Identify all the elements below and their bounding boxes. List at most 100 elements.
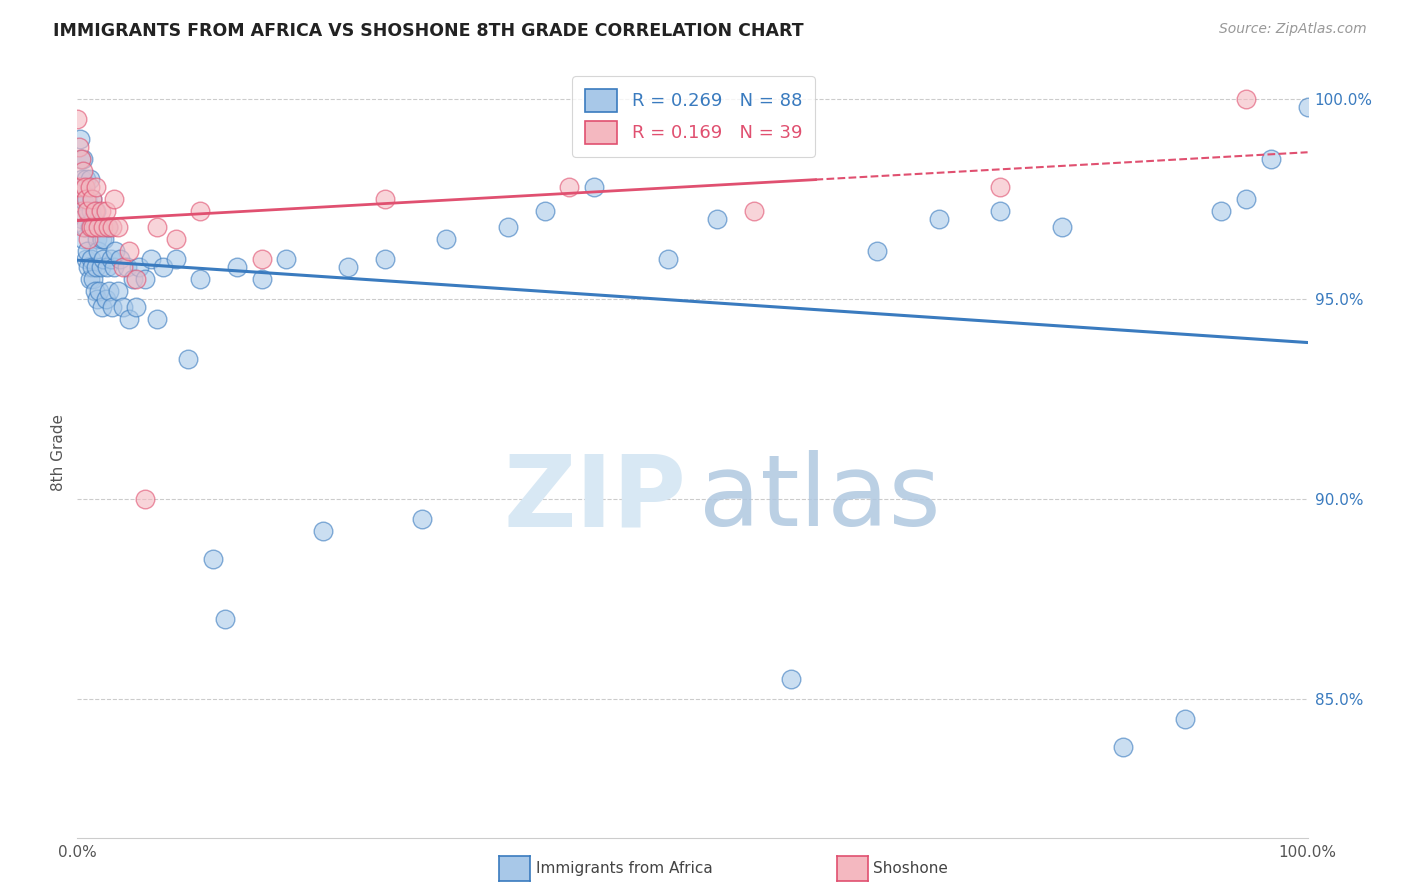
Point [583, 179, 606, 194]
Point [79, 179, 101, 194]
Point [70, 171, 93, 186]
Point [72, 192, 94, 206]
Point [104, 244, 127, 258]
Point [988, 203, 1011, 218]
Point [128, 260, 150, 274]
Point [77, 260, 100, 274]
Point [742, 203, 765, 218]
Point [1211, 203, 1233, 218]
Point [125, 300, 148, 314]
Point [103, 192, 125, 206]
Point [496, 219, 519, 234]
Point [89, 219, 111, 234]
Point [86, 292, 108, 306]
Point [84, 203, 107, 218]
Point [188, 203, 212, 218]
Point [90, 260, 112, 274]
Point [87, 219, 110, 234]
Point [77, 232, 100, 246]
Point [79, 219, 101, 234]
Text: Source: ZipAtlas.com: Source: ZipAtlas.com [1219, 22, 1367, 37]
Point [70, 152, 93, 166]
Point [89, 284, 111, 298]
Point [82, 219, 104, 234]
Text: Shoshone: Shoshone [873, 862, 948, 876]
Point [69, 132, 91, 146]
Text: ZIP: ZIP [503, 450, 686, 548]
Point [69, 179, 91, 194]
Point [337, 260, 360, 274]
Point [374, 192, 396, 206]
Point [90, 300, 114, 314]
Point [79, 171, 101, 186]
Point [90, 203, 112, 218]
Point [82, 260, 104, 274]
Point [165, 232, 187, 246]
Point [73, 179, 96, 194]
Point [70, 203, 93, 218]
Point [146, 219, 169, 234]
Y-axis label: 8th Grade: 8th Grade [51, 414, 66, 491]
Point [134, 272, 156, 286]
Point [118, 311, 141, 326]
Point [706, 211, 728, 226]
Point [411, 511, 433, 525]
Point [91, 252, 114, 266]
Point [165, 252, 187, 266]
Point [152, 260, 174, 274]
Point [780, 672, 803, 686]
Point [436, 232, 458, 246]
Point [1050, 219, 1073, 234]
Text: Immigrants from Africa: Immigrants from Africa [536, 862, 713, 876]
Point [134, 491, 156, 506]
Point [86, 232, 108, 246]
Point [97, 219, 120, 234]
Point [76, 244, 98, 258]
Point [82, 192, 104, 206]
Point [928, 211, 950, 226]
Point [177, 351, 200, 366]
Point [96, 260, 118, 274]
Point [558, 179, 581, 194]
Point [97, 219, 120, 234]
Point [121, 272, 143, 286]
Point [72, 164, 94, 178]
Point [75, 252, 97, 266]
Point [226, 260, 249, 274]
Point [83, 219, 105, 234]
Point [80, 252, 103, 266]
Point [214, 611, 236, 625]
Point [84, 260, 107, 274]
Point [100, 252, 122, 266]
Point [79, 272, 101, 286]
Point [201, 551, 224, 566]
Point [657, 252, 679, 266]
Point [98, 284, 121, 298]
Point [1174, 712, 1197, 726]
Point [73, 179, 96, 194]
Point [80, 203, 103, 218]
Point [534, 203, 557, 218]
Point [93, 232, 115, 246]
Point [250, 272, 273, 286]
Point [188, 272, 212, 286]
Point [66, 179, 89, 194]
Point [72, 152, 94, 166]
Point [66, 112, 89, 126]
Point [70, 211, 93, 226]
Point [250, 252, 273, 266]
Point [91, 219, 114, 234]
Point [276, 252, 298, 266]
Point [87, 244, 110, 258]
Point [75, 192, 97, 206]
Text: IMMIGRANTS FROM AFRICA VS SHOSHONE 8TH GRADE CORRELATION CHART: IMMIGRANTS FROM AFRICA VS SHOSHONE 8TH G… [53, 22, 804, 40]
Point [312, 524, 335, 538]
Point [76, 192, 98, 206]
Point [94, 292, 117, 306]
Point [1112, 739, 1135, 754]
Legend: R = 0.269   N = 88, R = 0.169   N = 39: R = 0.269 N = 88, R = 0.169 N = 39 [572, 76, 815, 157]
Point [107, 284, 129, 298]
Text: atlas: atlas [699, 450, 941, 548]
Point [125, 272, 148, 286]
Point [115, 260, 138, 274]
